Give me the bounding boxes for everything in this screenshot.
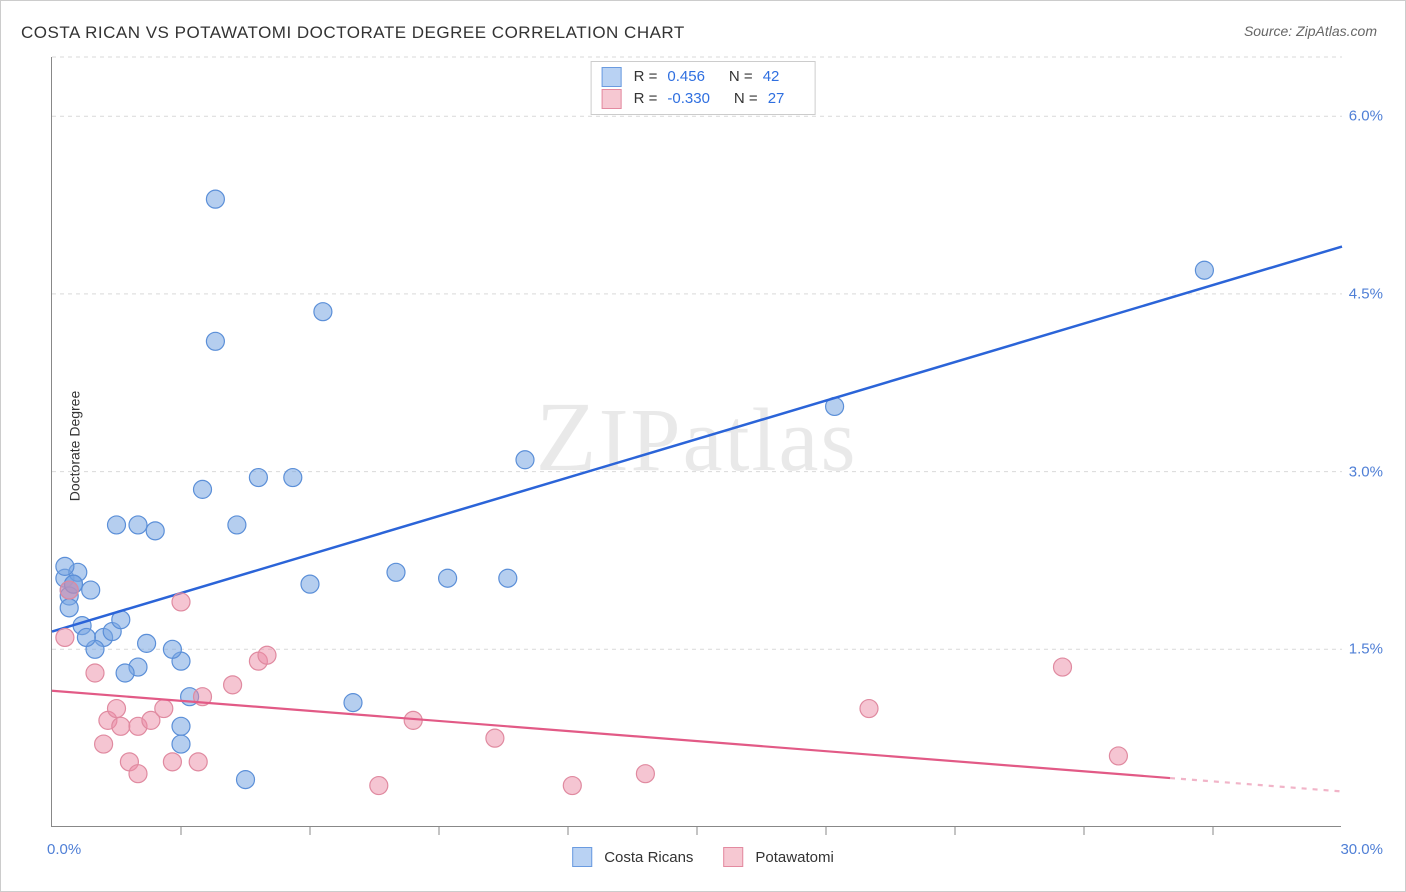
swatch-pota	[602, 89, 622, 109]
legend-item-pota: Potawatomi	[723, 847, 833, 867]
stats-box: R = 0.456 N = 42 R = -0.330 N = 27	[591, 61, 816, 115]
legend-label-pota: Potawatomi	[755, 849, 833, 866]
y-tick-label: 3.0%	[1349, 463, 1383, 480]
swatch-costa	[602, 67, 622, 87]
y-tick-label: 6.0%	[1349, 108, 1383, 125]
plot-svg	[52, 57, 1342, 827]
swatch-pota-2	[723, 847, 743, 867]
n-value-costa: 42	[763, 66, 780, 88]
n-label-2: N =	[734, 88, 758, 110]
swatch-costa-2	[572, 847, 592, 867]
r-value-costa: 0.456	[667, 66, 705, 88]
n-value-pota: 27	[768, 88, 785, 110]
r-label-2: R =	[634, 88, 658, 110]
stats-row-pota: R = -0.330 N = 27	[602, 88, 801, 110]
y-tick-label: 1.5%	[1349, 641, 1383, 658]
n-label: N =	[729, 66, 753, 88]
bottom-legend: Costa Ricans Potawatomi	[572, 847, 834, 867]
legend-item-costa: Costa Ricans	[572, 847, 693, 867]
x-origin-label: 0.0%	[47, 841, 81, 858]
chart-title: COSTA RICAN VS POTAWATOMI DOCTORATE DEGR…	[21, 23, 685, 43]
plot-area: ZIPatlas	[51, 57, 1341, 827]
r-label: R =	[634, 66, 658, 88]
chart-container: COSTA RICAN VS POTAWATOMI DOCTORATE DEGR…	[0, 0, 1406, 892]
stats-row-costa: R = 0.456 N = 42	[602, 66, 801, 88]
r-value-pota: -0.330	[667, 88, 710, 110]
source-label: Source: ZipAtlas.com	[1244, 23, 1377, 39]
legend-label-costa: Costa Ricans	[604, 849, 693, 866]
x-max-label: 30.0%	[1340, 841, 1383, 858]
y-tick-label: 4.5%	[1349, 285, 1383, 302]
